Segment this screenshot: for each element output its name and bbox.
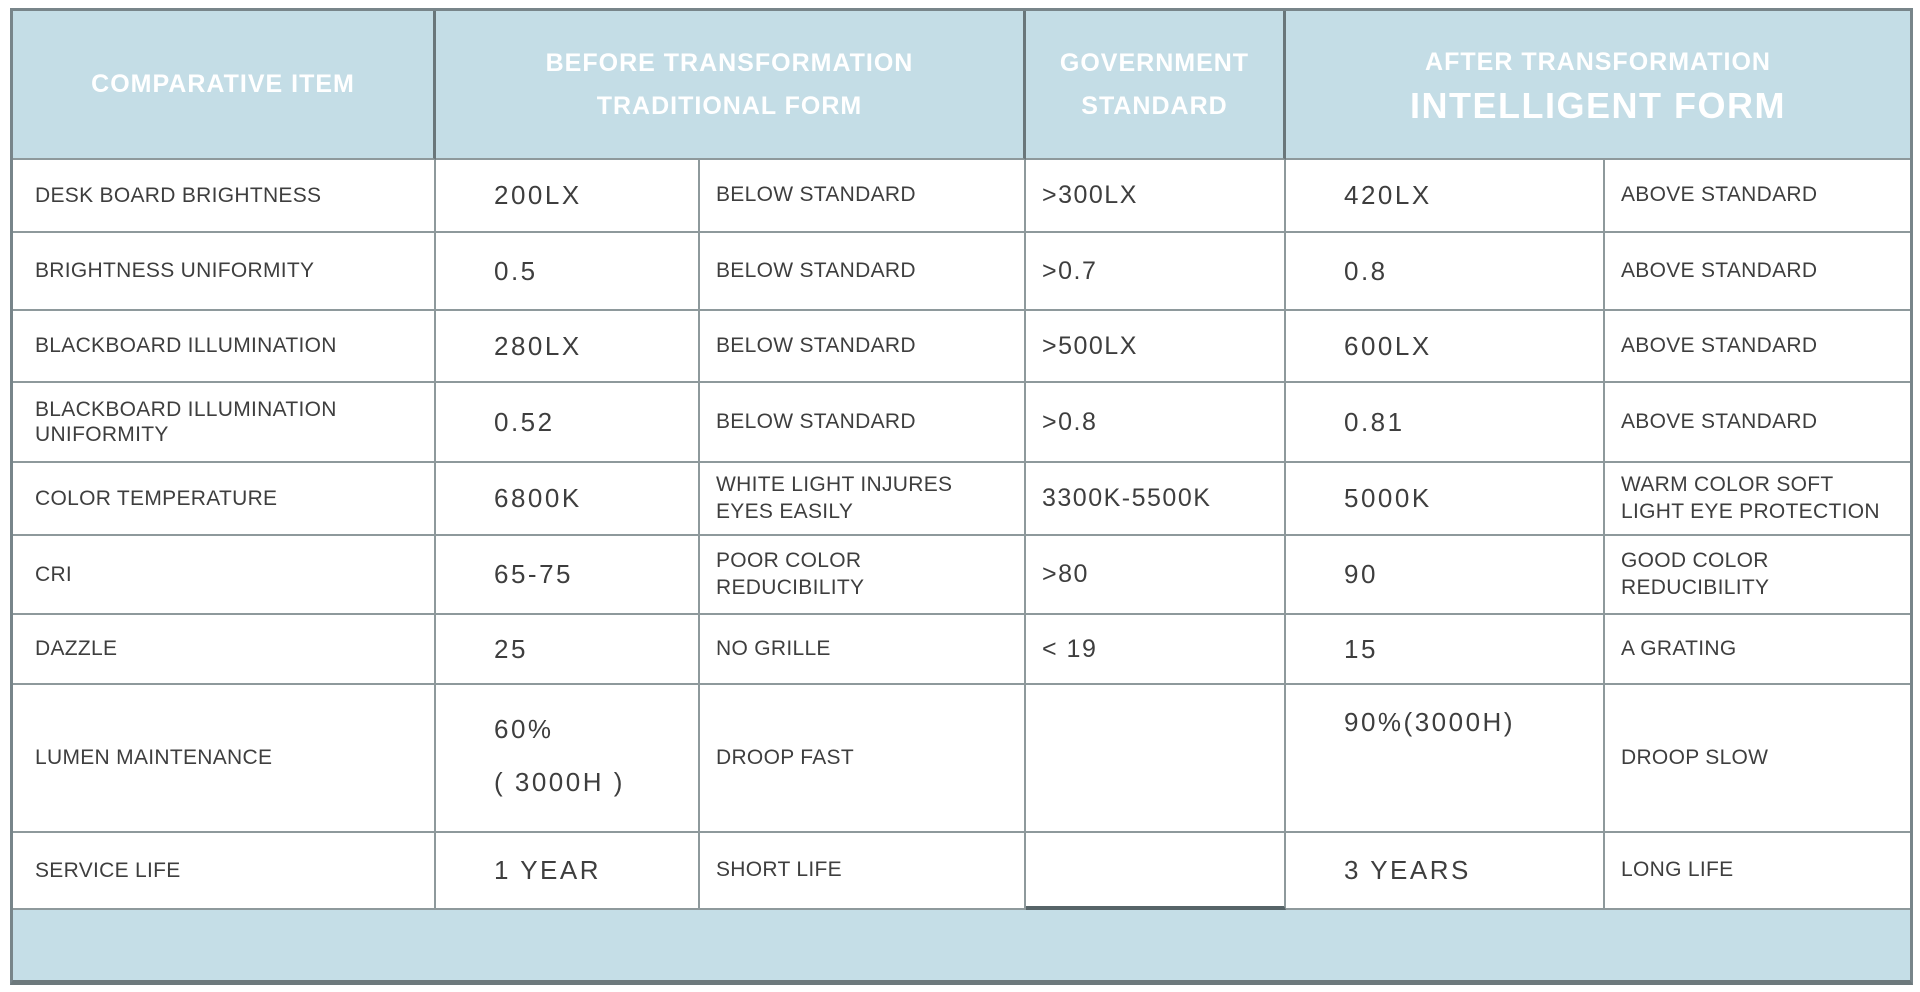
standard-cell [1026,833,1286,910]
before-value-cell: 1 YEAR [436,833,700,910]
before-value-cell: 60% ( 3000H ) [436,685,700,833]
header-after-line1: AFTER TRANSFORMATION [1425,47,1771,76]
standard-cell: 3300K-5500K [1026,463,1286,536]
after-status-cell: ABOVE STANDARD [1605,233,1910,311]
before-value-cell: 25 [436,615,700,685]
after-status-cell: A GRATING [1605,615,1910,685]
before-status-cell: BELOW STANDARD [700,311,1026,383]
header-comparative-item: COMPARATIVE ITEM [13,11,436,160]
after-status-cell: ABOVE STANDARD [1605,383,1910,463]
header-before-transformation: BEFORE TRANSFORMATION TRADITIONAL FORM [436,11,1026,160]
standard-cell: >0.7 [1026,233,1286,311]
footer-band [13,910,1910,980]
before-value-cell: 0.52 [436,383,700,463]
after-value-cell: 90%(3000H) [1286,685,1605,833]
before-value-line2: ( 3000H ) [494,767,625,798]
item-cell: COLOR TEMPERATURE [13,463,436,536]
after-value-cell: 600LX [1286,311,1605,383]
standard-cell: >0.8 [1026,383,1286,463]
item-cell: LUMEN MAINTENANCE [13,685,436,833]
standard-cell [1026,685,1286,833]
after-value-cell: 0.81 [1286,383,1605,463]
before-status-cell: NO GRILLE [700,615,1026,685]
after-value-cell: 420LX [1286,160,1605,233]
before-value-line1: 60% [494,713,554,744]
after-value-cell: 5000K [1286,463,1605,536]
item-cell: SERVICE LIFE [13,833,436,910]
before-status-cell: BELOW STANDARD [700,233,1026,311]
before-value-cell: 280LX [436,311,700,383]
header-government-line2: STANDARD [1081,91,1228,120]
item-cell: BLACKBOARD ILLUMINATION [13,311,436,383]
after-value-cell: 15 [1286,615,1605,685]
standard-cell: >500LX [1026,311,1286,383]
header-government-line1: GOVERNMENT [1059,49,1250,77]
before-status-cell: BELOW STANDARD [700,383,1026,463]
standard-cell: >80 [1026,536,1286,615]
before-value-cell: 0.5 [436,233,700,311]
item-cell: BRIGHTNESS UNIFORMITY [13,233,436,311]
after-status-cell: LONG LIFE [1605,833,1910,910]
before-status-cell: BELOW STANDARD [700,160,1026,233]
before-status-cell: WHITE LIGHT INJURES EYES EASILY [700,463,1026,536]
after-value-cell: 3 YEARS [1286,833,1605,910]
header-before-line2: TRADITIONAL FORM [596,91,863,120]
after-status-cell: ABOVE STANDARD [1605,311,1910,383]
before-status-cell: DROOP FAST [700,685,1026,833]
after-status-cell: GOOD COLOR REDUCIBILITY [1605,536,1910,615]
header-after-transformation: AFTER TRANSFORMATION INTELLIGENT FORM [1286,11,1910,160]
before-status-cell: SHORT LIFE [700,833,1026,910]
before-value-cell: 200LX [436,160,700,233]
before-value-cell: 65-75 [436,536,700,615]
after-value-cell: 0.8 [1286,233,1605,311]
after-status-cell: DROOP SLOW [1605,685,1910,833]
item-cell: DAZZLE [13,615,436,685]
item-cell: BLACKBOARD ILLUMINATION UNIFORMITY [13,383,436,463]
standard-cell: < 19 [1026,615,1286,685]
before-status-cell: POOR COLOR REDUCIBILITY [700,536,1026,615]
before-value-cell: 6800K [436,463,700,536]
after-value-cell: 90 [1286,536,1605,615]
after-status-cell: ABOVE STANDARD [1605,160,1910,233]
header-before-line1: BEFORE TRANSFORMATION [545,49,914,77]
comparison-table: COMPARATIVE ITEM BEFORE TRANSFORMATION T… [10,8,1913,985]
after-status-cell: WARM COLOR SOFT LIGHT EYE PROTECTION [1605,463,1910,536]
header-government-standard: GOVERNMENT STANDARD [1026,11,1286,160]
item-cell: DESK BOARD BRIGHTNESS [13,160,436,233]
header-comparative-item-label: COMPARATIVE ITEM [91,70,355,99]
item-cell: CRI [13,536,436,615]
standard-cell: >300LX [1026,160,1286,233]
header-after-line2: INTELLIGENT FORM [1410,85,1786,127]
